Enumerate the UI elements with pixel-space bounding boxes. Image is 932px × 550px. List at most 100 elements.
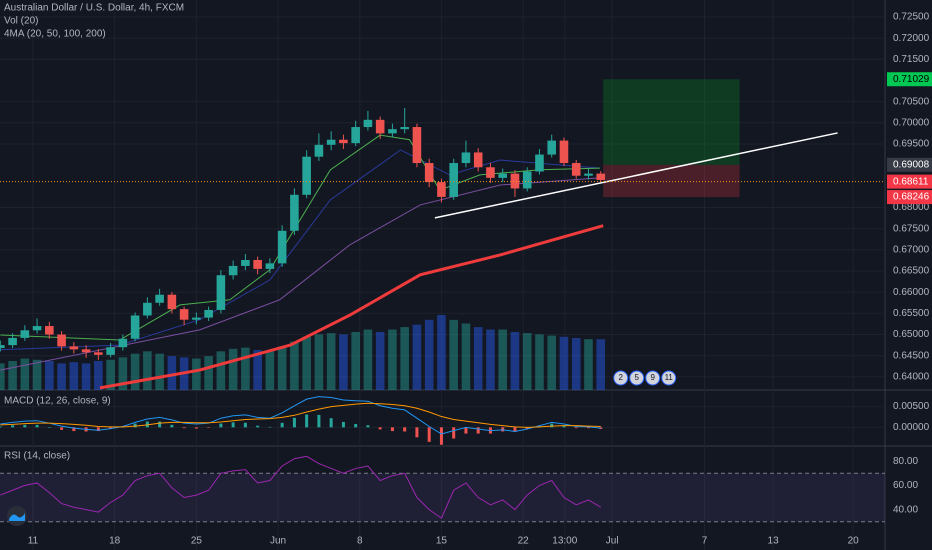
volume-bar <box>94 360 103 390</box>
candle-body <box>106 347 115 355</box>
volume-bar <box>57 363 66 390</box>
price-label: 0.71029 <box>893 74 930 85</box>
macd-histogram <box>562 425 566 428</box>
y-tick-label: 0.70500 <box>893 96 930 107</box>
y-tick-label: 0.64500 <box>893 350 930 361</box>
candle-body <box>486 167 495 178</box>
macd-histogram <box>586 427 590 429</box>
volume-bar <box>314 334 324 390</box>
y-tick-label: 0.70000 <box>893 117 930 128</box>
volume-bar <box>486 329 495 390</box>
candle-body <box>424 163 434 183</box>
volume-bar <box>216 351 226 390</box>
volume-bar <box>81 363 91 390</box>
volume-bar <box>290 341 299 390</box>
event-label: 2 <box>619 373 624 382</box>
signal-line <box>0 402 601 428</box>
candle-body <box>143 302 152 316</box>
macd-histogram <box>452 427 456 439</box>
volume-bar <box>302 336 311 390</box>
candle-body <box>498 173 507 178</box>
volume-bar <box>265 351 275 390</box>
volume-bar <box>547 335 557 390</box>
y-tick-label: 0.67000 <box>893 244 930 255</box>
event-badge <box>645 370 661 386</box>
x-tick-label: 18 <box>109 536 121 547</box>
macd-histogram <box>280 422 284 428</box>
candle-body <box>69 346 79 350</box>
macd-title: MACD (12, 26, close, 9) <box>4 396 111 407</box>
candle-body <box>596 173 606 180</box>
macd-histogram <box>403 427 407 432</box>
volume-bar <box>45 360 54 390</box>
candle-body <box>277 230 287 264</box>
y-tick-label: 0.72000 <box>893 33 930 44</box>
candle-body <box>571 163 581 176</box>
candle-body <box>449 163 458 197</box>
candle-body <box>0 345 5 349</box>
candle-body <box>192 317 201 320</box>
price-label: 0.68246 <box>893 192 930 203</box>
volume-bar <box>192 358 201 390</box>
x-tick-label: 25 <box>191 536 203 547</box>
price-label: 0.68611 <box>893 176 929 187</box>
volume-bar <box>461 323 471 390</box>
candle-body <box>584 173 593 176</box>
candle-body <box>94 352 103 355</box>
macd-histogram <box>317 414 321 428</box>
y-tick-label: 0.00500 <box>893 401 930 412</box>
price-label-box <box>887 190 932 205</box>
candle-body <box>118 338 128 348</box>
candle-body <box>461 152 471 164</box>
macd-histogram <box>158 421 162 428</box>
volume-bar <box>241 347 250 390</box>
y-tick-label: 0.00000 <box>893 422 930 433</box>
y-tick-label: 0.65000 <box>893 329 930 340</box>
x-tick-label: 8 <box>357 536 363 547</box>
macd-histogram <box>415 427 419 438</box>
volume-bar <box>449 319 458 390</box>
macd-histogram <box>464 427 468 434</box>
volume-bar <box>363 329 373 390</box>
candle-body <box>81 349 91 353</box>
moving-average <box>99 224 604 390</box>
volume-bar <box>143 351 152 390</box>
volume-bar <box>388 329 397 390</box>
volume-bar <box>412 324 422 390</box>
candle-body <box>535 154 544 172</box>
macd-histogram <box>378 427 382 430</box>
candle-body <box>400 127 409 130</box>
macd-histogram <box>96 427 100 432</box>
price-label-box <box>887 72 932 87</box>
x-tick-label: Jun <box>270 536 286 547</box>
y-tick-label: 0.68000 <box>893 202 930 213</box>
macd-histogram <box>72 427 76 432</box>
candle-body <box>216 275 226 310</box>
price-label-box <box>887 157 932 172</box>
macd-histogram <box>60 427 64 430</box>
candle-body <box>412 127 422 164</box>
volume-bar <box>253 350 262 390</box>
candle-body <box>265 263 275 269</box>
candle-body <box>510 173 520 189</box>
volume-bar <box>596 339 606 390</box>
rsi-line <box>0 455 601 519</box>
macd-line <box>0 396 601 435</box>
trendline <box>434 132 838 219</box>
macd-histogram <box>182 427 186 429</box>
macd-histogram <box>341 421 345 428</box>
volume-bar <box>130 353 140 390</box>
volume-bar <box>20 358 30 390</box>
volume-bar <box>571 337 581 390</box>
y-tick-label: 0.67500 <box>893 223 930 234</box>
macd-histogram <box>354 424 358 428</box>
candle-body <box>363 119 373 128</box>
macd-histogram <box>231 422 235 428</box>
candle-body <box>204 309 213 318</box>
candle-body <box>339 139 348 144</box>
volume-bar <box>400 327 409 390</box>
macd-histogram <box>243 422 247 428</box>
macd-histogram <box>0 426 2 428</box>
candle-body <box>167 294 177 310</box>
macd-histogram <box>133 423 137 428</box>
